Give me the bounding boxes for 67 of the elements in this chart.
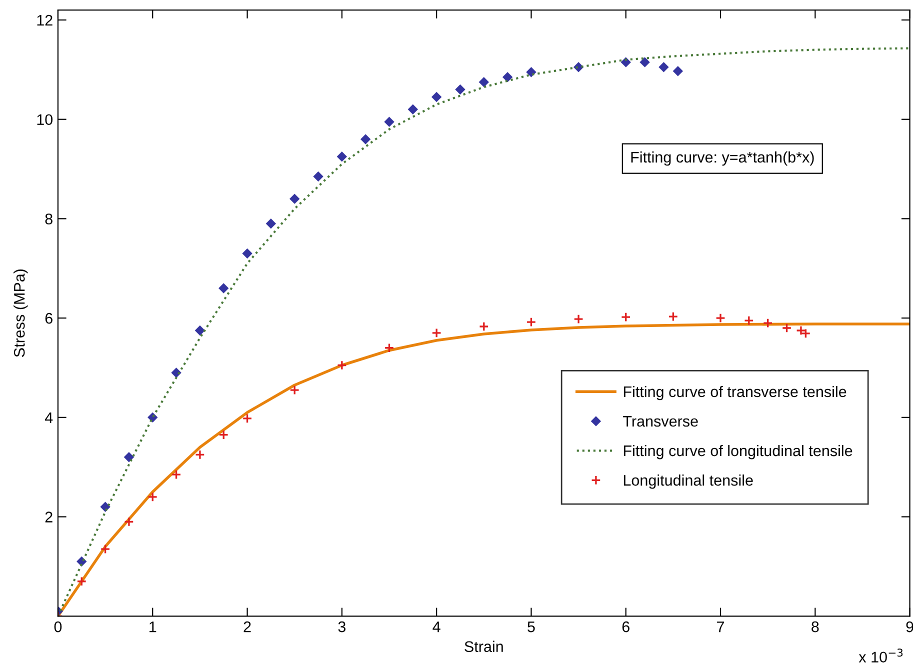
legend-label: Fitting curve of transverse tensile xyxy=(624,386,846,400)
point xyxy=(526,317,536,328)
point xyxy=(194,450,205,460)
legend-label: Fitting curve of longitudinal tensile xyxy=(624,444,852,460)
x-tick-label: 7 xyxy=(717,622,724,632)
point xyxy=(266,218,276,228)
point xyxy=(290,194,300,204)
y-tick-label: 2 xyxy=(45,512,52,522)
legend-label: Transverse xyxy=(623,416,698,427)
point xyxy=(242,413,252,424)
legend-label: Longitudinal tensile xyxy=(624,474,753,489)
point xyxy=(242,248,252,258)
point xyxy=(782,322,792,333)
point xyxy=(100,544,110,554)
point xyxy=(218,430,229,440)
point xyxy=(716,313,726,324)
point xyxy=(124,452,134,462)
y-tick-label: 4 xyxy=(44,412,53,423)
point xyxy=(100,502,110,512)
point xyxy=(124,516,134,527)
point xyxy=(796,325,806,336)
point xyxy=(502,72,512,82)
text: x 10$^{−3}$ xyxy=(858,648,903,663)
point xyxy=(384,342,394,353)
point xyxy=(360,134,370,144)
point xyxy=(313,172,324,182)
point xyxy=(640,57,650,67)
point xyxy=(479,77,489,87)
point xyxy=(336,360,347,370)
point xyxy=(408,104,418,114)
point xyxy=(148,492,158,502)
annotation: Fitting curve: y=a*tanh(b*x) xyxy=(631,151,814,166)
point xyxy=(478,322,489,332)
x-tick-label: 1 xyxy=(150,622,156,632)
point xyxy=(574,314,584,324)
point xyxy=(432,328,442,338)
x-tick-label: 3 xyxy=(338,621,346,632)
x-tick-label: 2 xyxy=(244,621,251,632)
point xyxy=(195,326,205,336)
point xyxy=(526,67,536,77)
x-tick-label: 0 xyxy=(54,621,62,632)
point xyxy=(673,66,683,76)
x-axis-title: Strain xyxy=(464,640,503,652)
x-tick-label: 8 xyxy=(812,621,819,632)
point xyxy=(384,117,394,127)
y-tick-label: 12 xyxy=(37,14,52,26)
y-tick-label: 6 xyxy=(45,312,52,324)
x-tick-label: 9 xyxy=(906,621,913,632)
point xyxy=(76,576,87,586)
y-tick-label: 8 xyxy=(45,214,52,224)
point xyxy=(658,62,668,72)
point xyxy=(800,328,811,338)
point xyxy=(432,92,442,102)
y-axis-title: Stress (MPa) xyxy=(14,269,28,357)
point xyxy=(744,316,754,326)
point xyxy=(668,312,678,322)
point xyxy=(337,152,347,162)
x-tick-label: 6 xyxy=(622,621,630,632)
x-tick-label: 4 xyxy=(432,622,440,632)
y-tick-label: 10 xyxy=(37,114,53,126)
x-tick-label: 5 xyxy=(528,622,535,632)
point xyxy=(171,470,182,480)
point xyxy=(218,283,228,294)
point xyxy=(455,84,465,94)
point xyxy=(762,318,773,328)
point xyxy=(620,312,631,322)
point xyxy=(290,385,300,396)
